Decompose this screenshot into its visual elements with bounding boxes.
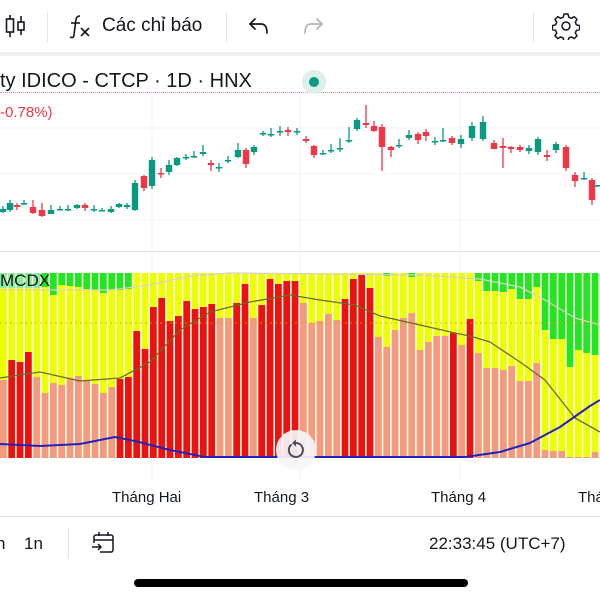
candlestick-icon [5,15,25,37]
pane-divider[interactable] [0,251,600,252]
clock: 22:33:45 (UTC+7) [429,534,566,553]
top-toolbar: Các chỉ báo [0,0,600,56]
calendar-goto-icon [90,532,114,553]
range-button-partial[interactable]: n [0,534,6,553]
fx-icon [69,15,90,39]
range-button-1n[interactable]: 1n [24,534,43,553]
toolbar-separator [226,12,227,42]
gear-icon [552,13,580,40]
reset-chart-button[interactable] [276,430,316,470]
redo-button[interactable] [301,0,325,52]
indicators-button[interactable]: Các chỉ báo [68,0,202,52]
home-indicator[interactable] [134,579,468,587]
price-chart[interactable] [0,95,600,250]
time-label: Tháng 3 [254,489,310,506]
bottom-toolbar: n 1n 22:33:45 (UTC+7) [0,517,600,569]
chart-type-button[interactable] [4,0,28,52]
last-price-line [0,92,600,93]
time-axis[interactable]: Tháng Hai Tháng 3 Tháng 4 Thá [0,480,600,517]
time-label: Tháng 4 [431,489,487,506]
price-grid [0,95,600,250]
candlesticks [0,105,600,217]
mcdx-chart[interactable] [0,252,600,480]
toolbar-separator [68,528,69,558]
indicator-title: MCDX [0,271,51,290]
goto-date-button[interactable] [90,530,116,561]
symbol-title: ty IDICO - CTCP · 1D · HNX [0,70,252,92]
undo-icon [249,18,268,34]
price-change: -0.78%) [0,104,53,121]
symbol-legend[interactable]: ty IDICO - CTCP · 1D · HNX [0,70,252,93]
reset-icon [287,439,304,458]
indicators-label: Các chỉ báo [102,15,203,36]
settings-button[interactable] [552,0,580,52]
toolbar-separator [533,12,534,42]
toolbar-separator [47,12,48,42]
undo-button[interactable] [247,0,271,52]
mcdx-bars [0,273,599,458]
time-label: Thá [578,489,600,506]
time-label: Tháng Hai [112,489,182,506]
market-status-dot[interactable] [302,70,326,94]
redo-icon [304,18,323,34]
